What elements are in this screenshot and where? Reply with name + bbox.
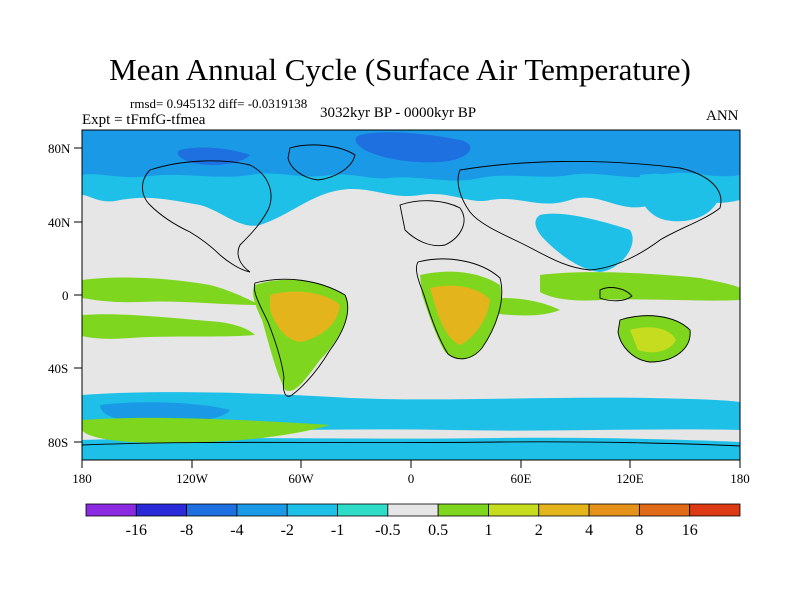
y-label-80n: 80N [48, 141, 71, 156]
asia-cool-patch [535, 213, 633, 272]
africa-warmer [430, 285, 490, 345]
colorbar-swatch [85, 503, 137, 517]
colorbar-swatch [286, 503, 338, 517]
colorbar-swatch [236, 503, 288, 517]
arctic-coldest-patch [355, 132, 471, 163]
southern-warm-streak [82, 417, 330, 443]
tropical-pacific-warm-belt [82, 277, 260, 305]
indonesia-outline [599, 287, 633, 302]
south-pacific-warm-belt [82, 314, 255, 339]
australia-outline [617, 315, 691, 363]
y-label-0: 0 [62, 288, 69, 303]
africa-outline [415, 258, 503, 360]
colorbar-swatch [186, 503, 238, 517]
colorbar-label: 16 [682, 522, 698, 539]
x-label-120e: 120E [616, 471, 644, 486]
colorbar-label: -2 [281, 522, 294, 539]
period-label: 3032kyr BP - 0000kyr BP [320, 105, 477, 121]
plot-title: Mean Annual Cycle (Surface Air Temperatu… [109, 52, 691, 87]
colorbar-label: 1 [484, 522, 492, 539]
colorbar-label: 8 [635, 522, 643, 539]
colorbar-label: -8 [180, 522, 193, 539]
axis-ticks [74, 147, 741, 468]
southern-ocean-colder-patch [100, 402, 230, 423]
x-label-60e: 60E [511, 471, 532, 486]
asia-outline [457, 160, 722, 271]
coastlines [82, 144, 740, 447]
australia-warmer [630, 327, 676, 353]
south-america-outline [253, 278, 349, 397]
x-label-0: 0 [408, 471, 415, 486]
colorbar-swatch [588, 503, 640, 517]
colorbar-swatch [638, 503, 691, 517]
colorbar-label: 4 [585, 522, 593, 539]
canada-cold-patch [177, 147, 250, 166]
antarctic-cool-zone [82, 437, 740, 460]
south-america-warmer [270, 291, 340, 342]
colorbar-label: 0.5 [428, 522, 448, 539]
stats-text: rmsd= 0.945132 diff= -0.0319138 [130, 96, 308, 111]
temperature-anomaly-field [82, 130, 740, 460]
experiment-label: Expt = tFmfG-tfmea [82, 112, 206, 128]
europe-outline [399, 200, 465, 247]
y-label-40s: 40S [48, 361, 68, 376]
siberia-cool-patch [638, 173, 720, 222]
season-label: ANN [706, 108, 739, 124]
colorbar-swatch [437, 503, 489, 517]
colorbar-swatch [689, 503, 741, 517]
greenland-outline [287, 144, 356, 181]
colorbar-swatch [488, 503, 540, 517]
y-label-40n: 40N [48, 215, 71, 230]
colorbar: -16 -8 -4 -2 -1 -0.5 0.5 1 2 4 8 16 [85, 503, 741, 539]
west-pacific-warm-belt [540, 272, 740, 301]
colorbar-swatch [135, 503, 188, 517]
colorbar-swatch [387, 503, 439, 517]
colorbar-label: -4 [230, 522, 243, 539]
x-label-120w: 120W [176, 471, 209, 486]
colorbar-label: 2 [535, 522, 543, 539]
north-america-outline [142, 160, 272, 273]
colorbar-label: -16 [126, 522, 147, 539]
colorbar-swatch [337, 503, 389, 517]
y-label-80s: 80S [48, 435, 68, 450]
x-label-180e: 180 [730, 471, 750, 486]
colorbar-label: -0.5 [375, 522, 400, 539]
colorbar-label: -1 [331, 522, 344, 539]
x-label-180w: 180 [72, 471, 92, 486]
colorbar-swatch [538, 503, 590, 517]
x-label-60w: 60W [288, 471, 314, 486]
antarctica-outline [82, 441, 740, 447]
